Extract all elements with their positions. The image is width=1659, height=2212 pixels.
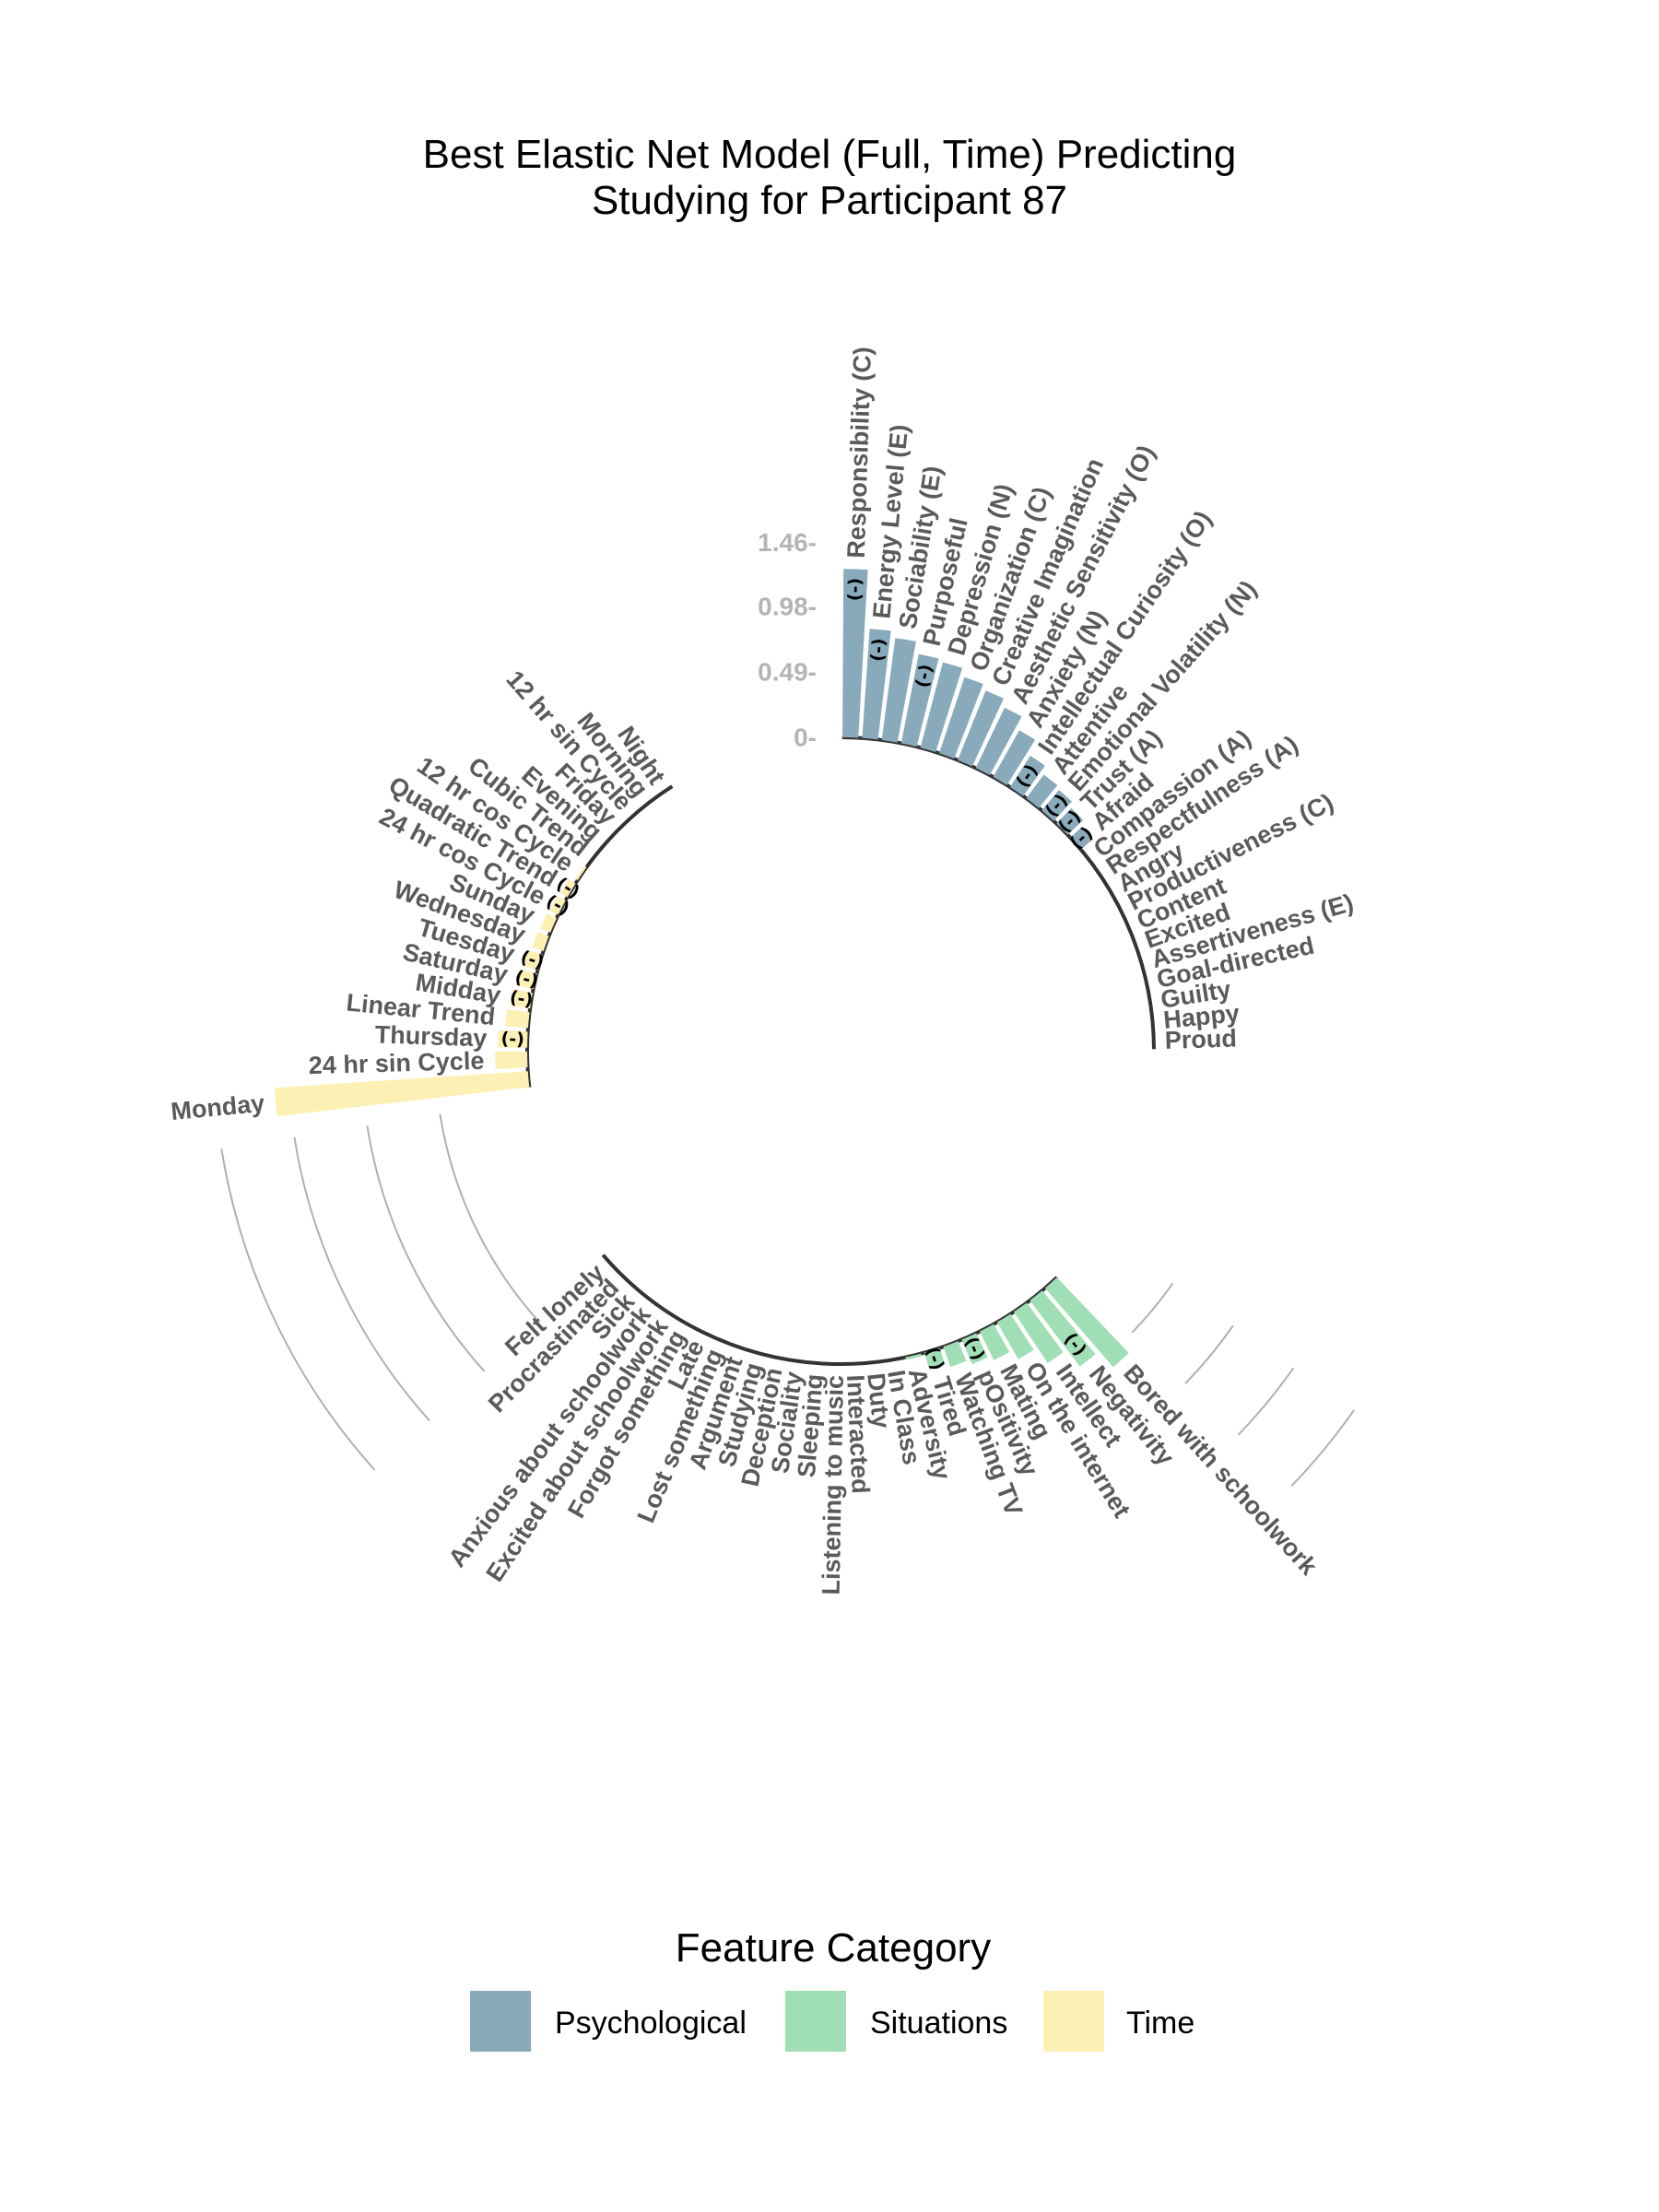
bar-tired xyxy=(924,1347,946,1370)
guide-arc xyxy=(366,1125,486,1372)
bar-on-the-internet xyxy=(996,1313,1034,1359)
bar-sociability-e xyxy=(881,638,916,743)
legend-title: Feature Category xyxy=(676,1925,991,1971)
negative-marker-thursday: (-) xyxy=(500,1029,524,1050)
bar-24-hr-sin-cycle xyxy=(495,1051,528,1069)
bar-24-hr-cos-cycle xyxy=(549,896,566,915)
legend-label-psychological: Psychological xyxy=(555,2006,747,2041)
label-listening-to-music: Listening to music xyxy=(818,1375,849,1595)
y-tick-label: 1.46- xyxy=(758,528,817,557)
negative-marker-midday: (-) xyxy=(508,987,534,1011)
bar-12-hr-cos-cycle xyxy=(575,865,587,881)
bar-quadratic-trend xyxy=(560,878,576,898)
label-duty: Duty xyxy=(862,1371,895,1430)
negative-marker-energy-level-e: (-) xyxy=(867,637,889,662)
negative-marker-purposeful: (-) xyxy=(912,663,936,689)
guide-arc xyxy=(220,1148,376,1471)
group-guide-arcs xyxy=(220,735,1355,1488)
bar-intellect xyxy=(1013,1302,1064,1363)
label-24-hr-sin-cycle: 24 hr sin Cycle xyxy=(308,1047,484,1079)
bar-negativity xyxy=(1030,1290,1096,1367)
bar-watching-tv xyxy=(943,1341,967,1368)
bar-midday xyxy=(510,989,533,1009)
bar-depression-n xyxy=(920,662,963,753)
y-tick-label: 0.49- xyxy=(758,657,817,686)
guide-arc xyxy=(1237,1367,1295,1436)
y-tick-label: 0.98- xyxy=(758,592,817,620)
guide-arc xyxy=(293,1136,430,1422)
bar-purposeful xyxy=(900,653,939,747)
bar-mating xyxy=(979,1324,1010,1360)
guide-arc xyxy=(1290,1409,1355,1488)
y-tick-label: 0- xyxy=(794,724,817,752)
legend-label-time: Time xyxy=(1126,2006,1194,2041)
baseline-arc-situations xyxy=(601,1253,1059,1366)
bar-linear-trend xyxy=(505,1009,530,1029)
negative-marker-saturday: (-) xyxy=(513,967,541,992)
chart-title-line-2: Studying for Participant 87 xyxy=(592,178,1067,223)
bar-intellectual-curiosity-o xyxy=(1009,755,1045,796)
label-monday: Monday xyxy=(170,1089,265,1125)
bar-afraid xyxy=(1070,826,1093,850)
bars xyxy=(274,569,1129,1370)
legend-label-situations: Situations xyxy=(870,2006,1007,2041)
bar-emotional-volatility-n xyxy=(1041,790,1072,821)
legend-swatch-situations xyxy=(785,1991,846,2052)
chart-title-line-1: Best Elastic Net Model (Full, Time) Pred… xyxy=(423,132,1237,177)
guide-arc xyxy=(1131,1282,1174,1334)
legend-swatch-psychological xyxy=(470,1991,531,2052)
bar-saturday xyxy=(516,969,537,990)
bar-adversity xyxy=(905,1353,922,1360)
guide-arc xyxy=(439,1113,540,1324)
label-proud: Proud xyxy=(1164,1025,1237,1054)
bar-thursday xyxy=(498,1030,528,1048)
legend: Feature Category Psychological Situation… xyxy=(470,1925,1194,2052)
bar-wednesday xyxy=(532,931,549,951)
bar-positivity xyxy=(961,1333,988,1365)
label-responsibility-c: Responsibility (C) xyxy=(842,347,877,559)
bar-responsibility-c xyxy=(842,569,868,738)
bar-trust-a xyxy=(1056,807,1084,835)
baseline-arc-psychological xyxy=(841,735,1156,1050)
y-axis-ticks: 0- 0.49- 0.98- 1.46- xyxy=(758,528,817,752)
label-thursday: Thursday xyxy=(374,1020,488,1052)
bar-monday xyxy=(274,1071,530,1117)
label-excited-about-schoolwork: Excited about schoolwork xyxy=(481,1313,675,1587)
bar-organization-c xyxy=(939,677,983,759)
label-interacted: Interacted xyxy=(841,1374,875,1494)
label-bored-with-schoolwork: Bored with schoolwork xyxy=(1118,1359,1323,1581)
bar-anxiety-n xyxy=(993,730,1036,785)
bar-tuesday xyxy=(522,949,543,971)
negative-marker-responsibility-c: (-) xyxy=(844,578,865,602)
bar-sunday xyxy=(540,913,557,933)
baseline-arc-time xyxy=(525,784,674,1088)
bar-aesthetic-sensitivity-o xyxy=(975,707,1022,776)
bar-energy-level-e xyxy=(862,629,891,740)
bar-attentive xyxy=(1026,774,1058,808)
bar-creative-imagination xyxy=(958,690,1005,767)
guide-arc xyxy=(1184,1324,1234,1384)
legend-swatch-time xyxy=(1043,1991,1104,2052)
bar-bored-with-schoolwork xyxy=(1044,1277,1129,1368)
